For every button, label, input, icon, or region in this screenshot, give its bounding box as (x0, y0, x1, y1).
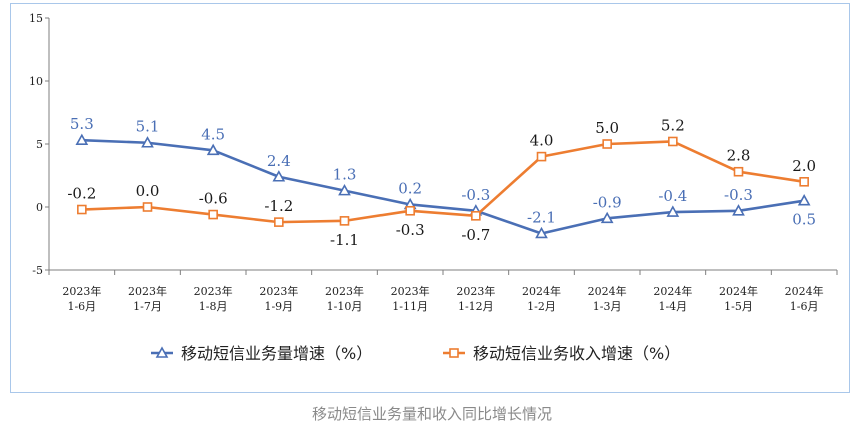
x-tick-label: 1-12月 (458, 300, 494, 313)
data-label: 5.1 (136, 118, 160, 136)
x-tick-label: 2023年 (194, 284, 233, 298)
data-point-marker (799, 177, 809, 187)
data-label: -1.1 (330, 231, 359, 249)
x-tick-label: 2024年 (785, 284, 824, 298)
x-tick-label: 1-11月 (392, 300, 428, 313)
data-label: -1.2 (264, 197, 293, 215)
x-tick-label: 2024年 (653, 284, 692, 298)
data-point-marker (141, 136, 154, 148)
x-tick-label: 1-6月 (67, 300, 96, 313)
data-label: -2.1 (527, 208, 556, 226)
legend-marker (155, 346, 169, 358)
figure-caption: 移动短信业务量和收入同比增长情况 (311, 405, 552, 423)
data-label: -0.2 (67, 185, 96, 203)
data-label: 0.0 (136, 182, 160, 200)
x-tick-label: 1-4月 (658, 300, 687, 313)
data-point-marker (666, 205, 680, 217)
data-label: 2.4 (267, 152, 291, 170)
data-label: 1.3 (333, 166, 357, 184)
x-tick-label: 2024年 (522, 284, 561, 298)
x-tick-label: 2023年 (391, 284, 430, 298)
y-tick-label: -5 (32, 264, 43, 277)
data-label: 2.8 (727, 147, 751, 165)
data-label: 5.0 (595, 119, 619, 137)
x-tick-label: 1-6月 (790, 300, 819, 313)
data-point-marker (668, 136, 678, 147)
data-label: 5.3 (70, 115, 94, 133)
y-tick-label: 15 (29, 12, 43, 25)
x-tick-label: 2023年 (62, 284, 101, 298)
data-point-marker (75, 133, 89, 146)
data-label: 0.5 (792, 211, 816, 229)
data-point-marker (339, 216, 350, 226)
data-label: 5.2 (661, 116, 685, 134)
data-point-marker (338, 183, 351, 196)
data-point-marker (274, 217, 284, 227)
x-tick-label: 2023年 (259, 284, 298, 298)
data-point-marker (272, 170, 286, 182)
data-point-marker (733, 166, 744, 177)
data-point-marker (535, 226, 548, 239)
data-point-marker (405, 205, 415, 216)
data-label: -0.7 (461, 226, 490, 244)
data-point-marker (77, 204, 87, 215)
series-line-2 (81, 140, 805, 224)
x-tick-label: 1-5月 (724, 300, 753, 313)
x-tick-label: 2023年 (325, 284, 364, 298)
data-point-marker (142, 202, 153, 212)
x-tick-label: 1-7月 (133, 300, 162, 313)
data-point-marker (797, 194, 811, 206)
x-tick-label: 2024年 (719, 284, 758, 298)
y-tick-label: 0 (36, 201, 43, 214)
x-tick-label: 1-8月 (199, 300, 228, 313)
y-tick-label: 5 (36, 138, 43, 151)
data-label: 0.2 (398, 179, 422, 197)
x-tick-label: 1-10月 (327, 300, 363, 313)
data-label: 2.0 (792, 157, 816, 175)
data-point-marker (208, 209, 218, 220)
chart-frame: -5 0 5 10 15 2023年 1-6月 2023年 1-7月 2023年 1-8月 2023年… (10, 3, 850, 393)
data-point-marker (536, 151, 547, 162)
data-point-marker (602, 139, 612, 149)
data-point-marker (732, 204, 745, 216)
data-label: -0.6 (199, 190, 228, 208)
x-tick-label: 2024年 (588, 284, 627, 298)
y-tick-label: 10 (29, 75, 43, 88)
legend-label: 移动短信业务量增速（%） (181, 344, 372, 363)
data-label: -0.4 (658, 187, 687, 205)
x-tick-label: 2023年 (128, 284, 167, 298)
data-label: -0.9 (593, 193, 622, 211)
line-chart: -5 0 5 10 15 2023年 1-6月 2023年 1-7月 2023年 1-8月 2023年… (29, 12, 838, 363)
x-tick-label: 1-2月 (527, 300, 556, 313)
data-point-marker (600, 211, 614, 224)
x-tick-label: 1-3月 (593, 300, 622, 313)
data-label: -0.3 (461, 186, 490, 204)
data-label: -0.3 (724, 186, 753, 204)
legend-label: 移动短信业务收入增速（%） (473, 344, 680, 363)
x-tick-label: 2023年 (456, 284, 495, 298)
legend-marker (449, 348, 459, 358)
series-line-1 (81, 138, 805, 235)
data-label: -0.3 (396, 221, 425, 239)
data-label: 4.0 (530, 132, 554, 150)
x-tick-label: 1-9月 (264, 300, 293, 313)
data-point-marker (206, 143, 220, 156)
data-point-marker (471, 211, 481, 221)
data-label: 4.5 (201, 125, 225, 143)
